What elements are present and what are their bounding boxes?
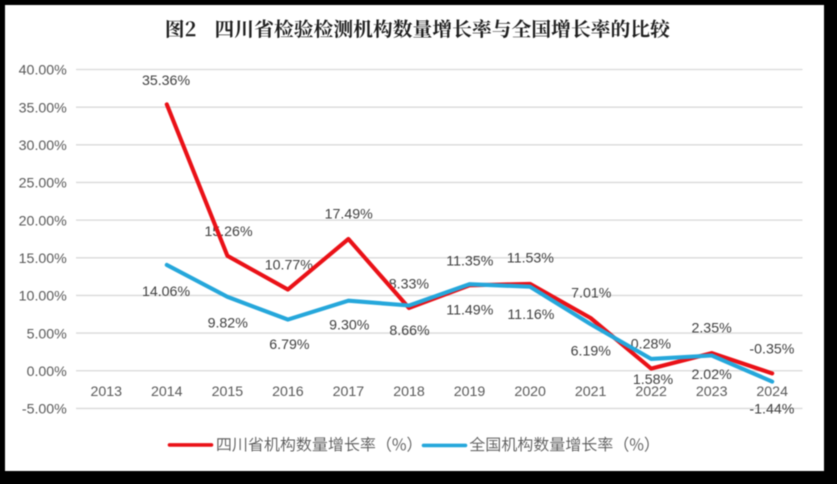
svg-text:35.36%: 35.36% [142,73,191,89]
svg-text:6.19%: 6.19% [571,343,612,359]
svg-text:2014: 2014 [151,384,183,400]
svg-text:2017: 2017 [333,384,365,400]
svg-text:0.00%: 0.00% [27,364,68,380]
svg-text:5.00%: 5.00% [27,326,68,342]
svg-text:8.33%: 8.33% [389,277,430,293]
svg-text:2.35%: 2.35% [691,321,732,337]
svg-text:2013: 2013 [91,384,123,400]
svg-text:11.49%: 11.49% [446,303,493,319]
svg-text:9.82%: 9.82% [208,316,249,332]
svg-text:15.26%: 15.26% [204,224,253,240]
svg-text:7.01%: 7.01% [571,285,612,301]
svg-text:30.00%: 30.00% [19,138,68,154]
svg-text:10.77%: 10.77% [265,258,314,274]
svg-text:40.00%: 40.00% [19,63,68,79]
svg-text:2020: 2020 [514,384,546,400]
svg-text:-1.44%: -1.44% [749,401,794,417]
svg-text:35.00%: 35.00% [19,100,68,116]
svg-text:6.79%: 6.79% [269,337,310,353]
svg-text:-5.00%: -5.00% [22,402,67,418]
svg-text:11.53%: 11.53% [507,251,554,267]
svg-text:2.02%: 2.02% [691,367,732,383]
svg-text:20.00%: 20.00% [19,213,68,229]
svg-text:2021: 2021 [575,384,607,400]
svg-text:9.30%: 9.30% [329,317,370,333]
svg-text:2019: 2019 [454,384,486,400]
svg-text:0.28%: 0.28% [631,337,672,353]
svg-text:11.35%: 11.35% [446,254,493,270]
svg-text:2018: 2018 [393,384,425,400]
svg-text:2024: 2024 [756,384,788,400]
svg-text:25.00%: 25.00% [19,176,68,192]
svg-text:1.58%: 1.58% [633,372,674,388]
svg-text:15.00%: 15.00% [19,251,68,267]
svg-text:11.16%: 11.16% [507,307,554,323]
svg-text:2023: 2023 [696,384,728,400]
svg-text:2016: 2016 [272,384,304,400]
svg-text:14.06%: 14.06% [142,284,191,300]
svg-text:17.49%: 17.49% [325,207,374,223]
svg-text:2015: 2015 [212,384,244,400]
svg-text:8.66%: 8.66% [389,323,430,339]
svg-text:10.00%: 10.00% [19,289,68,305]
svg-text:2022: 2022 [635,384,667,400]
svg-text:-0.35%: -0.35% [749,341,794,357]
